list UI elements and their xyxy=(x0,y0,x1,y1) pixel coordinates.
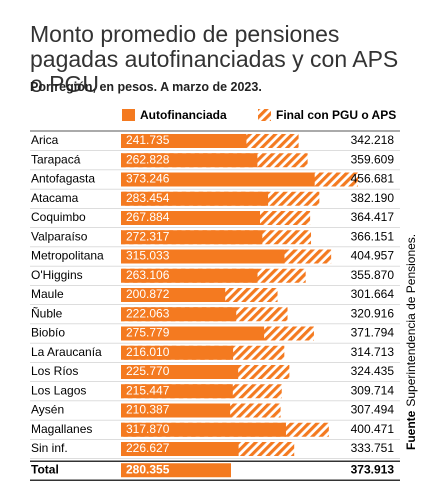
category-label: Valparaíso xyxy=(31,229,88,243)
value-label: 317.870 xyxy=(126,422,170,436)
bar-auto xyxy=(121,422,286,437)
bar-auto xyxy=(121,249,285,264)
value-label: 241.735 xyxy=(126,133,170,147)
value-label: 359.609 xyxy=(351,152,395,166)
category-label: Ñuble xyxy=(31,306,63,320)
value-label: 382.190 xyxy=(351,191,395,205)
category-label: Sin inf. xyxy=(31,441,68,455)
category-label: Aysén xyxy=(31,403,64,417)
category-label: La Araucanía xyxy=(31,345,102,359)
value-label: 216.010 xyxy=(126,345,170,359)
bar-auto xyxy=(121,403,231,418)
bar-auto xyxy=(121,153,258,168)
value-label: 301.664 xyxy=(351,287,395,301)
bar-auto xyxy=(121,345,234,360)
total-label: Total xyxy=(31,462,59,476)
category-label: Biobío xyxy=(31,326,65,340)
value-label: 307.494 xyxy=(351,403,395,417)
value-label: 373.246 xyxy=(126,172,170,186)
category-label: Los Ríos xyxy=(31,364,78,378)
bar-auto xyxy=(121,384,233,399)
category-label: Atacama xyxy=(31,191,79,205)
bar-auto xyxy=(121,268,258,283)
total-value: 280.355 xyxy=(126,462,170,476)
value-label: 272.317 xyxy=(126,229,170,243)
bar-auto xyxy=(121,211,261,225)
category-label: Magallanes xyxy=(31,422,92,436)
category-label: Tarapacá xyxy=(31,152,81,166)
value-label: 262.828 xyxy=(126,152,170,166)
bar-auto xyxy=(121,288,226,302)
bar-auto xyxy=(121,172,315,187)
bar-auto xyxy=(121,326,265,341)
category-label: Los Lagos xyxy=(31,383,86,397)
value-label: 275.779 xyxy=(126,326,170,340)
legend-swatch xyxy=(122,109,135,121)
bar-auto xyxy=(121,134,247,148)
value-label: 210.387 xyxy=(126,403,170,417)
value-label: 371.794 xyxy=(351,326,395,340)
legend-swatch xyxy=(258,109,271,121)
category-label: O'Higgins xyxy=(31,268,83,282)
value-label: 315.033 xyxy=(126,249,170,263)
total-value: 373.913 xyxy=(351,462,395,476)
value-label: 456.681 xyxy=(351,172,395,186)
chart-subtitle: Por región, en pesos. A marzo de 2023. xyxy=(30,80,262,94)
value-label: 366.151 xyxy=(351,229,395,243)
category-label: Arica xyxy=(31,133,59,147)
value-label: 263.106 xyxy=(126,268,170,282)
bar-auto xyxy=(121,365,239,379)
value-label: 200.872 xyxy=(126,287,170,301)
value-label: 222.063 xyxy=(126,306,170,320)
source-label: Fuente xyxy=(404,410,418,450)
legend-label: Autofinanciada xyxy=(140,108,227,122)
value-label: 226.627 xyxy=(126,441,170,455)
source-text: Superintendencia de Pensiones. xyxy=(404,234,418,407)
value-label: 309.714 xyxy=(351,383,395,397)
value-label: 333.751 xyxy=(351,441,395,455)
value-label: 314.713 xyxy=(351,345,395,359)
bar-auto xyxy=(121,307,237,322)
category-label: Metropolitana xyxy=(31,249,104,263)
value-label: 355.870 xyxy=(351,268,395,282)
value-label: 400.471 xyxy=(351,422,395,436)
value-label: 404.957 xyxy=(351,249,395,263)
value-label: 364.417 xyxy=(351,210,395,224)
category-label: Coquimbo xyxy=(31,210,86,224)
value-label: 267.884 xyxy=(126,210,170,224)
value-label: 342.218 xyxy=(351,133,395,147)
bar-auto xyxy=(121,442,239,456)
value-label: 324.435 xyxy=(351,364,395,378)
total-box xyxy=(121,463,231,478)
legend-label: Final con PGU o APS xyxy=(276,108,396,122)
bar-auto xyxy=(121,191,269,206)
chart-title: Monto promedio de pensiones pagadas auto… xyxy=(30,21,399,97)
value-label: 320.916 xyxy=(351,306,395,320)
category-label: Maule xyxy=(31,287,64,301)
value-label: 215.447 xyxy=(126,383,170,397)
value-label: 225.770 xyxy=(126,364,170,378)
bar-auto xyxy=(121,230,263,245)
source: Fuente Superintendencia de Pensiones. xyxy=(404,234,418,450)
value-label: 283.454 xyxy=(126,191,170,205)
category-label: Antofagasta xyxy=(31,172,95,186)
